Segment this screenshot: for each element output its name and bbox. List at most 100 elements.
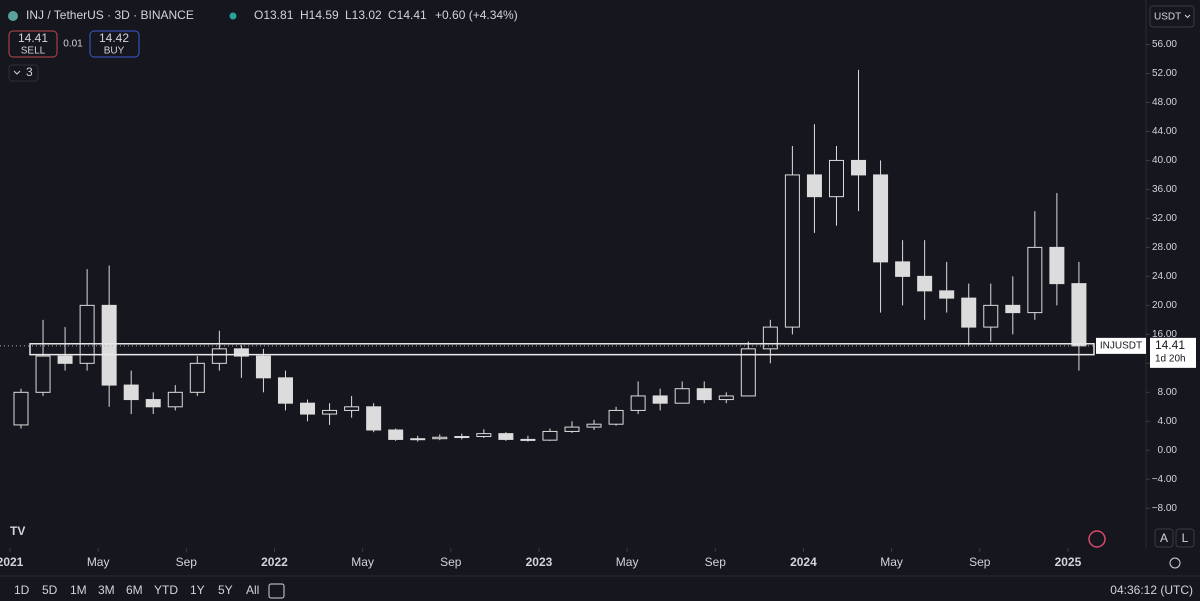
candle-body xyxy=(277,377,293,404)
y-tick-label: 36.00 xyxy=(1152,184,1177,195)
status-dot xyxy=(229,12,237,20)
indicators-toggle[interactable] xyxy=(8,64,39,82)
candle-body xyxy=(167,391,183,408)
last-price-box xyxy=(1150,337,1196,368)
candle-body xyxy=(145,399,161,408)
countdown: 1d 20h xyxy=(1155,354,1186,365)
candle-body xyxy=(520,438,536,441)
range-button[interactable]: 1Y xyxy=(190,583,205,597)
candle-body xyxy=(476,433,492,438)
x-tick-label: May xyxy=(880,555,903,569)
x-tick-label: Sep xyxy=(176,555,198,569)
buy-price: 14.42 xyxy=(99,31,129,45)
ohlc-high: H14.59 xyxy=(300,8,339,22)
candle-body xyxy=(939,290,955,299)
candle-body xyxy=(806,174,822,198)
candle-body xyxy=(851,159,867,176)
y-tick-label: 20.00 xyxy=(1152,300,1177,311)
series-label: INJUSDT xyxy=(1100,341,1142,352)
candle-body xyxy=(873,174,889,263)
x-tick-label: 2022 xyxy=(261,555,288,569)
log-button[interactable] xyxy=(1175,528,1195,548)
candle-body xyxy=(696,388,712,401)
candle-body xyxy=(344,406,360,411)
candle-body xyxy=(1049,246,1065,285)
y-tick-label: 24.00 xyxy=(1152,271,1177,282)
symbol-icon xyxy=(8,11,18,21)
candle-body xyxy=(740,348,756,397)
range-button[interactable]: 6M xyxy=(126,583,143,597)
candle-body xyxy=(542,430,558,441)
candle-body xyxy=(630,395,646,411)
candle-body xyxy=(1005,304,1021,314)
candle-body xyxy=(366,406,382,431)
y-tick-label: 56.00 xyxy=(1152,39,1177,50)
range-button[interactable]: 5D xyxy=(42,583,58,597)
candle-body xyxy=(762,326,778,350)
x-tick-label: 2023 xyxy=(526,555,553,569)
chevron-icon xyxy=(13,70,21,75)
candle-body xyxy=(189,362,205,393)
candle-body xyxy=(300,402,316,415)
candle-body xyxy=(1071,283,1087,347)
candle-body xyxy=(233,348,249,357)
candle-body xyxy=(718,395,734,401)
candle-body xyxy=(79,304,95,364)
candle-body xyxy=(586,423,602,428)
sell-price: 14.41 xyxy=(18,31,48,45)
calendar-icon[interactable] xyxy=(268,583,285,599)
candle-body xyxy=(13,391,29,426)
candle-body xyxy=(983,304,999,328)
y-tick-label: 0.00 xyxy=(1158,445,1178,456)
log-label: L xyxy=(1182,531,1189,545)
buy-label: BUY xyxy=(104,46,125,57)
x-tick-label: May xyxy=(616,555,639,569)
buy-button[interactable] xyxy=(89,30,140,58)
candle-body xyxy=(652,395,668,404)
auto-label: A xyxy=(1160,531,1168,545)
candle-body xyxy=(388,429,404,440)
candle-body xyxy=(432,436,448,440)
alert-icon[interactable] xyxy=(1088,530,1106,548)
range-button[interactable]: 1D xyxy=(14,583,30,597)
y-tick-label: 8.00 xyxy=(1158,387,1178,398)
candle-body xyxy=(608,409,624,425)
chevron-icon xyxy=(1184,14,1191,19)
candle-body xyxy=(961,297,977,328)
ohlc-open: O13.81 xyxy=(254,8,294,22)
series-label-box xyxy=(1096,337,1146,354)
candle-body xyxy=(1027,246,1043,314)
range-button[interactable]: YTD xyxy=(154,583,178,597)
candle-body xyxy=(784,174,800,328)
candle-body xyxy=(255,355,271,379)
candle-body xyxy=(564,426,580,432)
clock: 04:36:12 (UTC) xyxy=(1110,583,1193,597)
ohlc-change: +0.60 (+4.34%) xyxy=(435,8,518,22)
candle-body xyxy=(895,261,911,277)
auto-button[interactable] xyxy=(1154,528,1174,548)
y-tick-label: 44.00 xyxy=(1152,126,1177,137)
candle-body xyxy=(35,355,51,393)
settings-icon[interactable] xyxy=(1169,557,1181,569)
candle-body xyxy=(410,438,426,441)
y-tick-label: −4.00 xyxy=(1152,474,1178,485)
candle-body xyxy=(828,159,844,198)
candle-body xyxy=(322,409,338,415)
range-button[interactable]: 3M xyxy=(98,583,115,597)
x-tick-label: May xyxy=(87,555,110,569)
y-tick-label: 28.00 xyxy=(1152,242,1177,253)
range-button[interactable]: 5Y xyxy=(218,583,233,597)
sell-button[interactable] xyxy=(8,30,58,58)
currency: USDT xyxy=(1154,12,1181,23)
range-button[interactable]: 1M xyxy=(70,583,87,597)
last-price-label: 14.41 xyxy=(1155,338,1185,352)
candle-body xyxy=(211,348,227,364)
x-tick-label: Sep xyxy=(969,555,991,569)
currency-selector[interactable] xyxy=(1149,5,1195,28)
y-tick-label: 16.00 xyxy=(1152,329,1177,340)
ohlc-close: C14.41 xyxy=(388,8,427,22)
range-button[interactable]: All xyxy=(246,583,259,597)
plot: −8.00−4.000.004.008.0012.0016.0020.0024.… xyxy=(0,39,1196,569)
